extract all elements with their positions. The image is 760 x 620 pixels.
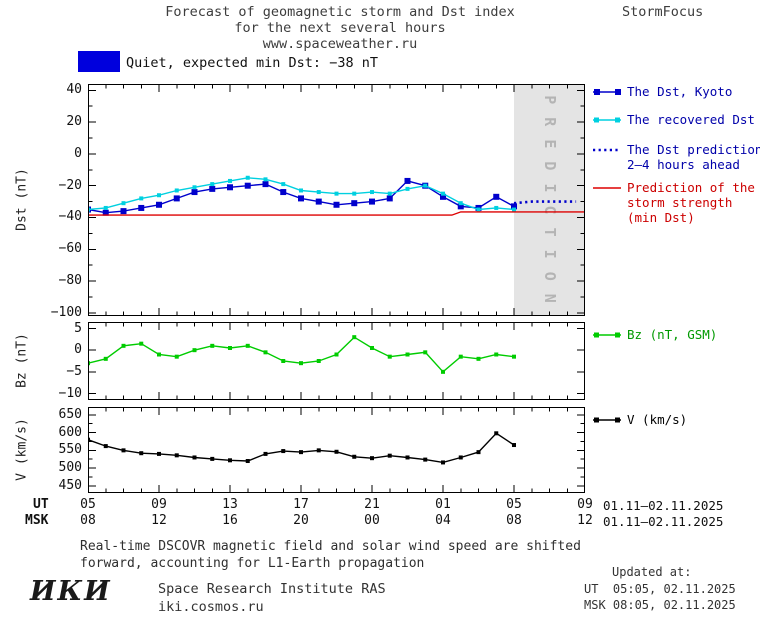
bz-plot (88, 322, 585, 400)
dst-plot-ytick: 20 (66, 114, 82, 130)
institute-site: iki.cosmos.ru (158, 599, 264, 615)
dst-kyoto-legend-marker (593, 89, 621, 95)
v-plot-ytick: 500 (58, 460, 82, 476)
legend-min-dst-line1: Prediction of the (627, 180, 755, 195)
legend-dst-prediction-line2: 2–4 hours ahead (627, 157, 740, 172)
ut-date-range: 01.11–02.11.2025 (603, 498, 724, 513)
v-plot-ytick: 550 (58, 442, 82, 458)
page-title-line1: Forecast of geomagnetic storm and Dst in… (165, 4, 515, 20)
legend-bz-label: Bz (nT, GSM) (627, 327, 718, 342)
legend-v-label: V (km/s) (627, 412, 688, 427)
ut-xtick: 09 (577, 497, 593, 512)
legend-min-dst-line: Prediction of the storm strength (min Ds… (592, 180, 760, 225)
quiet-status-text: Quiet, expected min Dst: −38 nT (126, 55, 378, 71)
dst-plot-ytick: −80 (58, 273, 82, 289)
updated-label: Updated at: (612, 565, 692, 579)
updated-ut: UT 05:05, 02.11.2025 (584, 582, 736, 596)
legend-min-dst-label: Prediction of the storm strength (min Ds… (627, 180, 755, 225)
ut-xtick: 05 (80, 497, 96, 512)
msk-xtick: 04 (435, 513, 451, 528)
bz-plot-ytick: −5 (66, 363, 82, 379)
legend-dst-kyoto: The Dst, Kyoto (592, 84, 760, 99)
legend-min-dst-line2: storm strength (627, 195, 733, 210)
ut-xtick: 17 (293, 497, 309, 512)
msk-xtick: 20 (293, 513, 309, 528)
legend-recovered-dst: The recovered Dst (592, 112, 760, 127)
page-title-line2: for the next several hours (234, 20, 446, 36)
legend-dst-prediction: The Dst prediction 2–4 hours ahead (592, 142, 760, 172)
v-legend-marker (593, 417, 621, 423)
legend-recovered-dst-label: The recovered Dst (627, 112, 755, 127)
msk-xtick: 00 (364, 513, 380, 528)
ut-xtick: 01 (435, 497, 451, 512)
legend-dst-prediction-label: The Dst prediction 2–4 hours ahead (627, 142, 760, 172)
min-dst-legend-marker (593, 187, 621, 189)
dst-prediction-legend-marker (593, 148, 621, 152)
msk-xtick: 08 (80, 513, 96, 528)
dst-plot: P R E D I C T I O N (88, 84, 585, 316)
ut-xtick: 05 (506, 497, 522, 512)
dst-plot-ytick: 40 (66, 82, 82, 98)
msk-xtick: 16 (222, 513, 238, 528)
msk-row-label: MSK (25, 513, 49, 528)
v-plot (88, 407, 585, 493)
legend-dst-kyoto-label: The Dst, Kyoto (627, 84, 733, 99)
dst-plot-ytick: −100 (50, 304, 82, 320)
recovered-dst-legend-marker (593, 117, 621, 123)
v-plot-ytick: 650 (58, 406, 82, 422)
brand-stormfocus: StormFocus (622, 4, 704, 20)
bz-plot-ytick: 0 (74, 342, 82, 358)
v-plot-ytick: 600 (58, 424, 82, 440)
footnote-line2: forward, accounting for L1-Earth propaga… (80, 556, 425, 571)
dst-plot-ytick: −60 (58, 241, 82, 257)
msk-xtick: 12 (151, 513, 167, 528)
msk-xtick: 12 (577, 513, 593, 528)
dst-plot-ytick: −20 (58, 177, 82, 193)
iki-logo: ИКИ (30, 576, 112, 607)
legend-v: V (km/s) (592, 412, 760, 427)
legend-bz: Bz (nT, GSM) (592, 327, 760, 342)
quiet-status-swatch (78, 51, 120, 72)
msk-date-range: 01.11–02.11.2025 (603, 514, 724, 529)
ut-xtick: 13 (222, 497, 238, 512)
ut-xtick: 21 (364, 497, 380, 512)
dst-plot-ytick: 0 (74, 145, 82, 161)
updated-msk: MSK 08:05, 02.11.2025 (584, 598, 736, 612)
ut-xtick: 09 (151, 497, 167, 512)
bz-plot-ytick: 5 (74, 320, 82, 336)
msk-xtick: 08 (506, 513, 522, 528)
dst-plot-ytick: −40 (58, 209, 82, 225)
legend-min-dst-line3: (min Dst) (627, 210, 695, 225)
footnote-line1: Real-time DSCOVR magnetic field and sola… (80, 539, 581, 554)
bz-legend-marker (593, 332, 621, 338)
institute-name: Space Research Institute RAS (158, 581, 386, 597)
svg-text:P R E D I C T I O N: P R E D I C T I O N (541, 95, 559, 305)
bz-plot-ytick: −10 (58, 385, 82, 401)
v-plot-ytick: 450 (58, 477, 82, 493)
page-title-line3: www.spaceweather.ru (262, 36, 418, 52)
ut-row-label: UT (33, 497, 49, 512)
legend-dst-prediction-line1: The Dst prediction (627, 142, 760, 157)
